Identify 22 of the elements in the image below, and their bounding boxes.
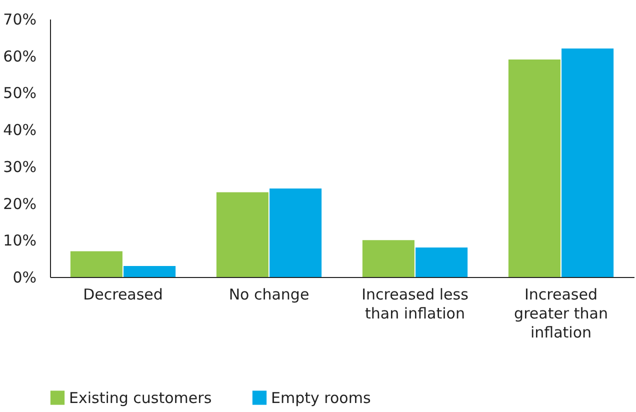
bar (216, 192, 268, 277)
bar (270, 188, 322, 277)
bar (416, 248, 468, 277)
legend-label: Existing customers (69, 388, 212, 407)
x-tick-label: Decreased (83, 286, 163, 304)
bar (124, 266, 176, 277)
y-tick-label: 20% (3, 194, 36, 213)
bar (562, 48, 614, 277)
y-tick-label: 40% (3, 121, 36, 140)
x-tick-label: Increased less than inflation (362, 286, 469, 322)
y-tick-label: 50% (3, 84, 36, 102)
x-tick-label: No change (228, 286, 310, 304)
x-tick-label: Increased greater than inflation (514, 286, 608, 342)
y-tick-label: 60% (3, 47, 36, 66)
bar (508, 60, 560, 277)
bar (70, 251, 122, 277)
legend-label: Empty rooms (271, 388, 371, 407)
y-tick-label: 30% (3, 158, 36, 176)
y-tick-label: 70% (3, 10, 36, 28)
bar (362, 240, 414, 277)
y-tick-label: 0% (12, 268, 36, 286)
y-tick-label: 10% (3, 232, 36, 250)
